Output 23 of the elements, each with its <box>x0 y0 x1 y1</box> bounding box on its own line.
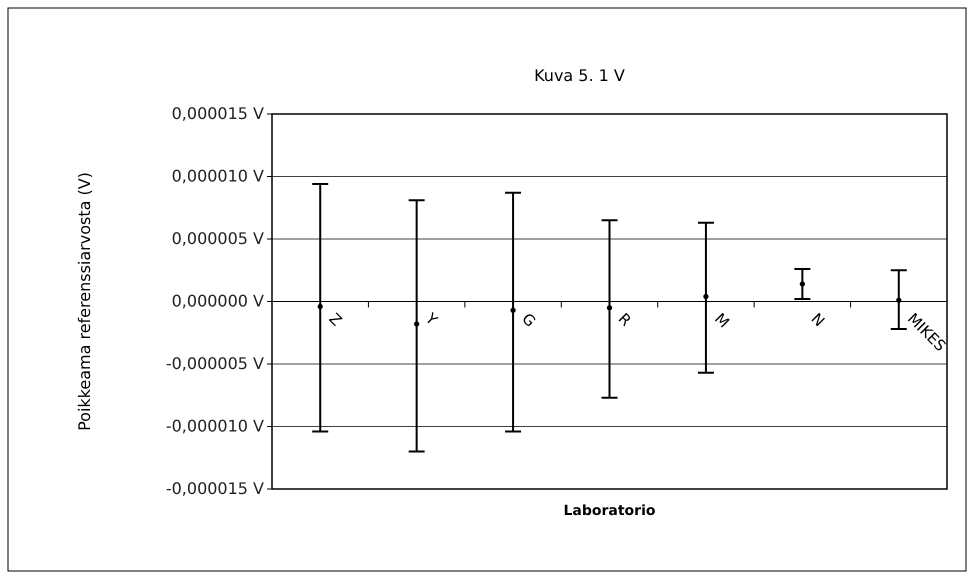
y-tick-label: -0,000005 V <box>166 354 264 374</box>
point <box>896 298 902 303</box>
x-tick-label: M <box>711 310 733 332</box>
y-tick-label: 0,000000 V <box>172 292 264 311</box>
point <box>606 305 612 310</box>
y-tick-label: 0,000015 V <box>172 104 264 124</box>
point <box>800 281 806 287</box>
x-tick-label: Y <box>421 308 442 330</box>
y-tick-label: 0,000005 V <box>172 229 264 248</box>
x-tick-label: N <box>808 310 828 330</box>
y-tick-label: -0,000015 V <box>166 479 264 498</box>
point <box>318 304 323 310</box>
y-tick-label: 0,000010 V <box>172 166 264 186</box>
x-tick-label: G <box>518 310 540 331</box>
x-tick-label: R <box>614 310 635 330</box>
x-tick-label: Z <box>325 310 346 330</box>
point <box>510 308 516 313</box>
y-tick-label: -0,000010 V <box>166 416 264 436</box>
x-axis-title: Laboratorio <box>564 503 656 519</box>
point <box>414 321 420 327</box>
point <box>703 294 709 300</box>
y-axis-title: Poikkeama referenssiarvosta (V) <box>75 172 94 431</box>
chart-title: Kuva 5. 1 V <box>534 66 625 85</box>
